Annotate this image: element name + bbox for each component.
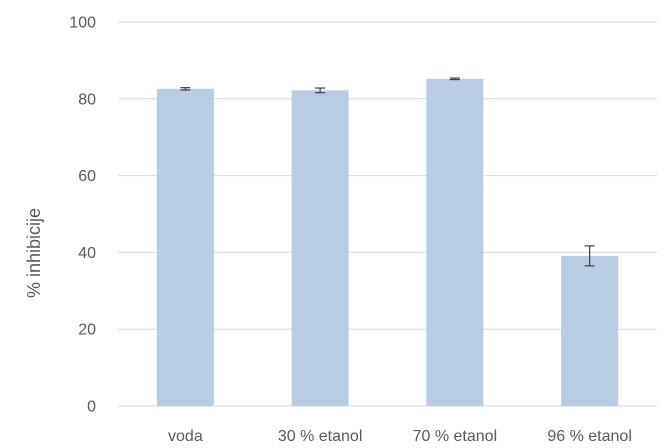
bar <box>561 255 619 406</box>
y-tick-label: 100 <box>69 15 96 32</box>
y-tick-label: 20 <box>78 322 96 339</box>
y-tick-label: 60 <box>78 168 96 185</box>
x-tick-label: voda <box>168 428 203 445</box>
bar <box>426 78 484 406</box>
error-bar <box>584 245 595 267</box>
bar <box>291 90 349 407</box>
bars <box>156 78 619 407</box>
x-tick-label: 70 % etanol <box>413 428 498 445</box>
x-axis-ticks: voda 30 % etanol 70 % etanol 96 % etanol <box>168 428 632 445</box>
x-tick-label: 30 % etanol <box>278 428 363 445</box>
y-axis-title: % inhibicije <box>24 208 44 298</box>
bar <box>156 88 214 406</box>
y-tick-label: 40 <box>78 245 96 262</box>
y-axis-ticks: 0 20 40 60 80 100 <box>69 15 96 416</box>
error-bar <box>449 77 460 81</box>
x-tick-label: 96 % etanol <box>547 428 632 445</box>
error-bar <box>180 87 191 91</box>
error-bar <box>315 87 326 94</box>
y-tick-label: 80 <box>78 91 96 108</box>
error-bars <box>180 77 595 267</box>
y-tick-label: 0 <box>87 399 96 416</box>
